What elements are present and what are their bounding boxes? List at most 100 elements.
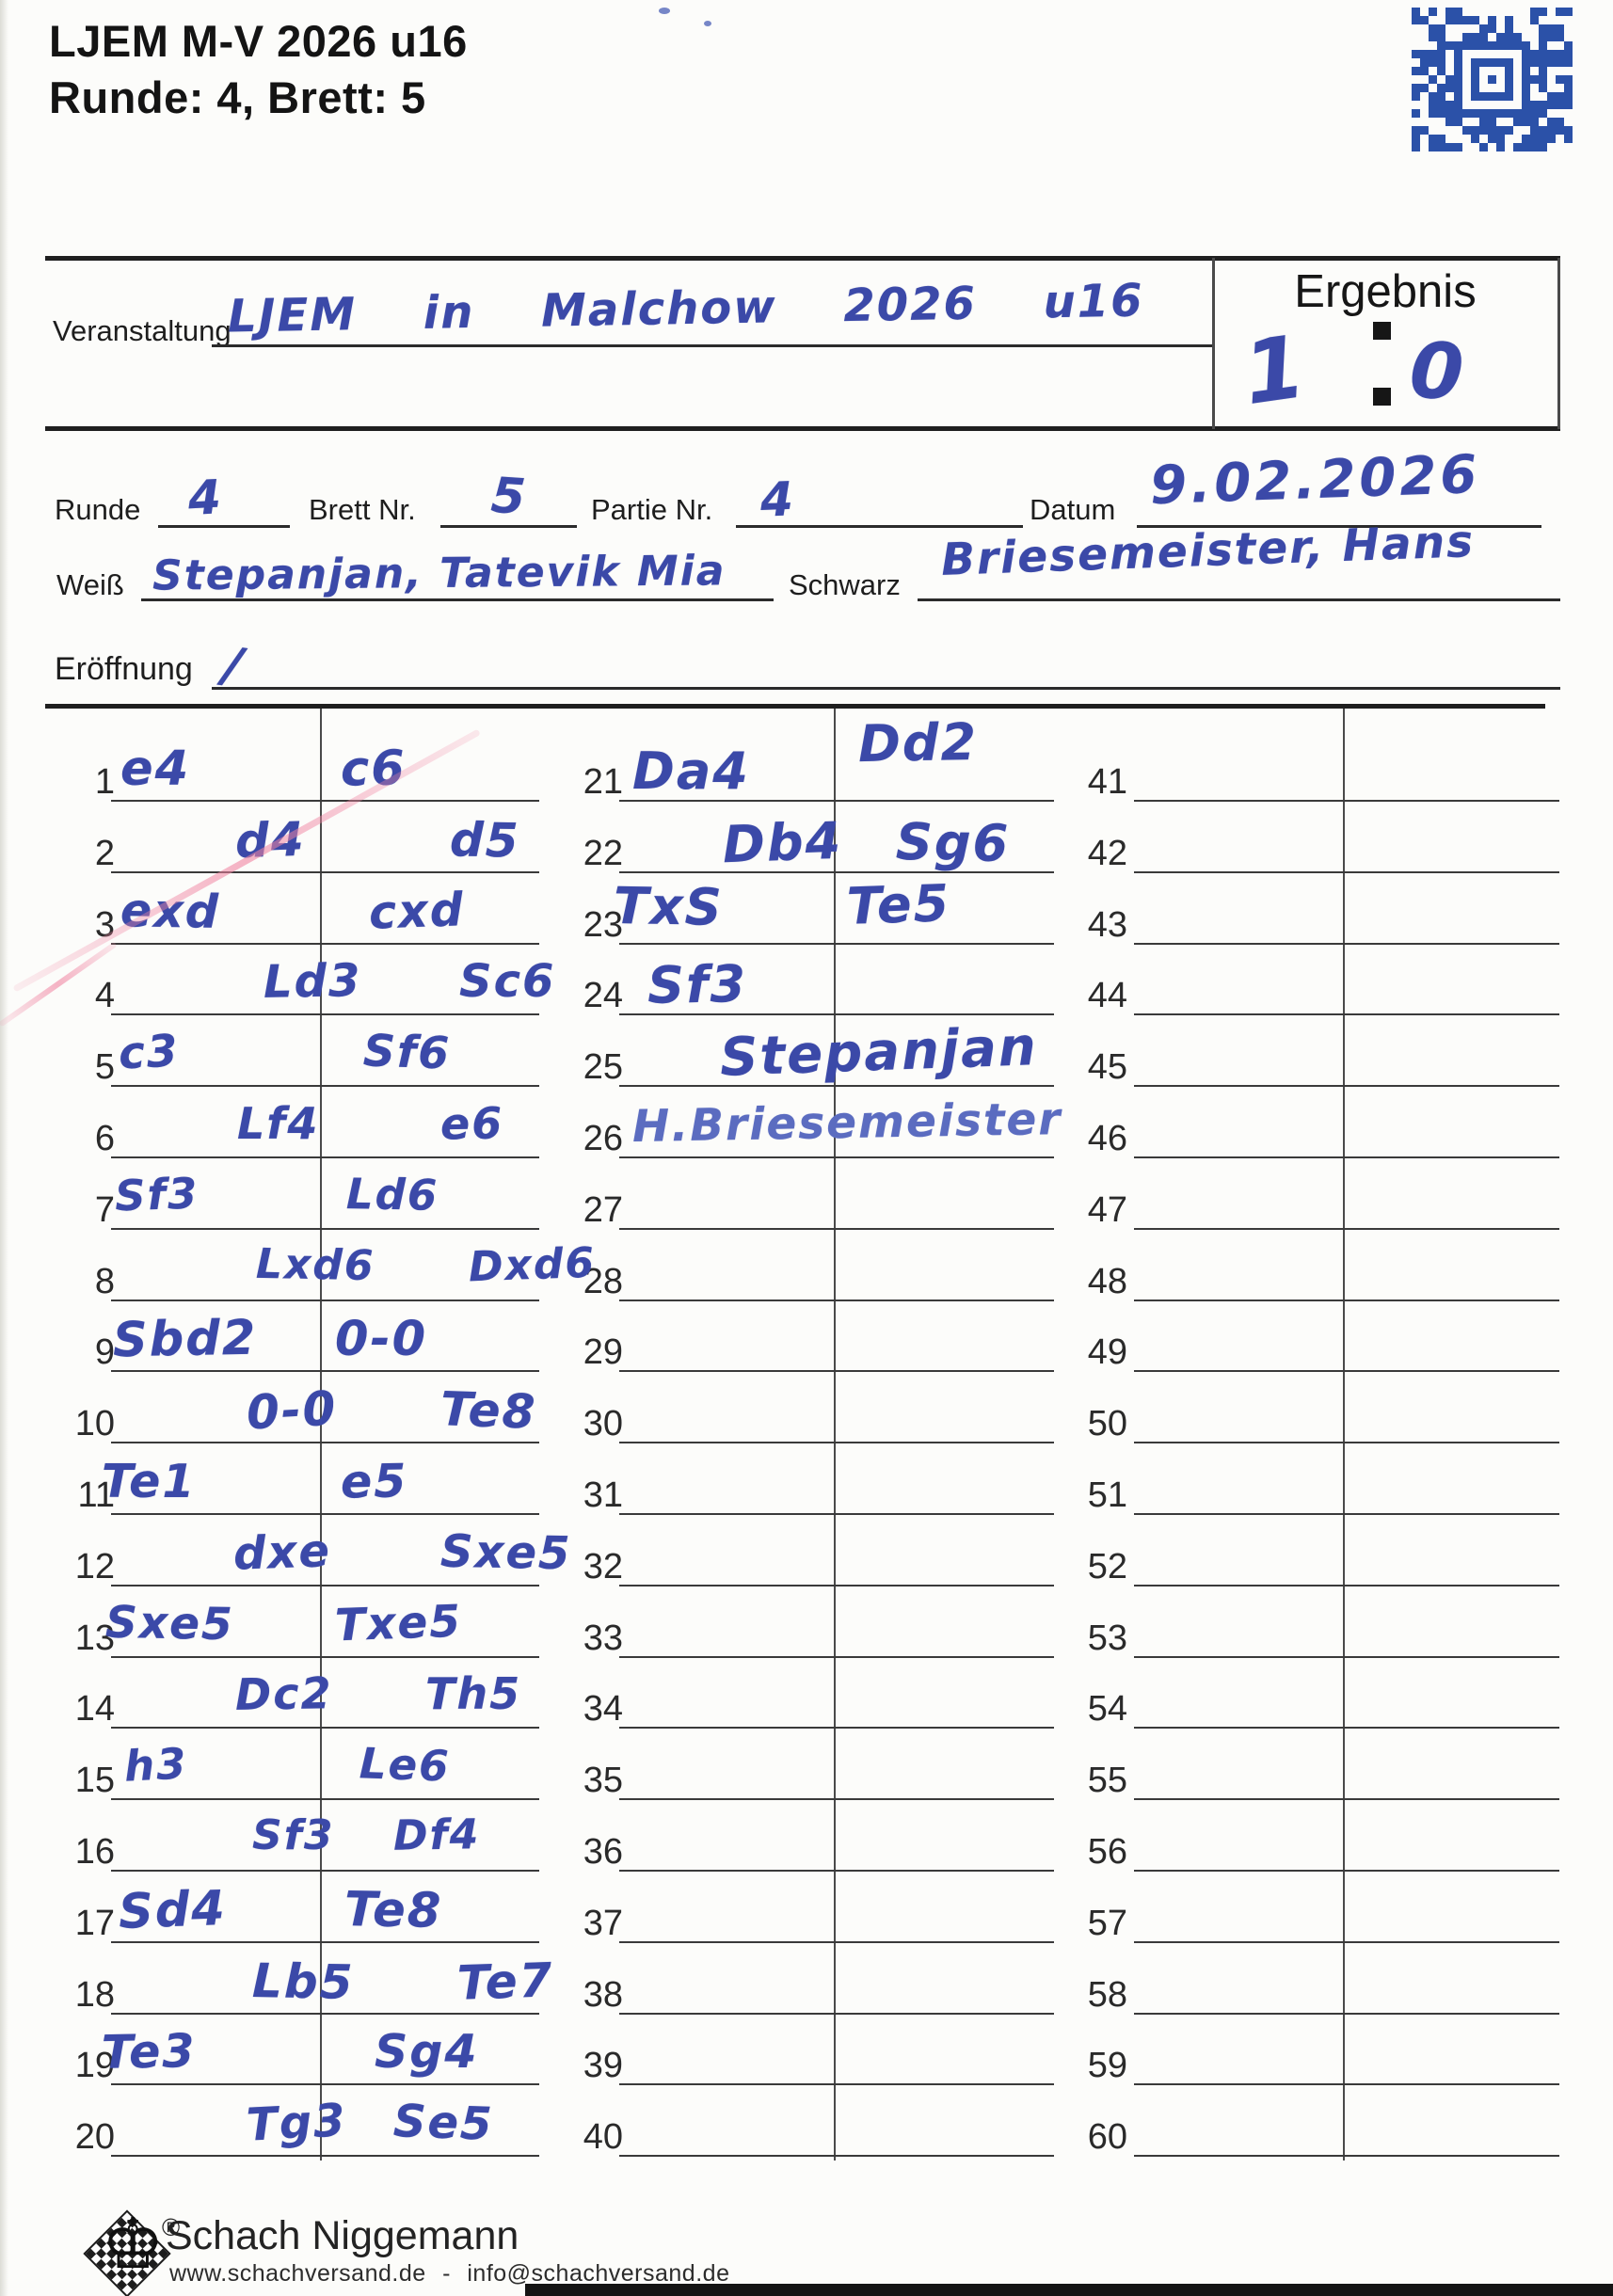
move-black: 0-0 — [335, 1312, 428, 1367]
move-black: e6 — [439, 1097, 504, 1150]
move-row-line — [111, 1228, 539, 1230]
move-white: Da4 — [632, 741, 750, 801]
scan-edge-left — [0, 0, 8, 2296]
move-number: 59 — [1087, 2046, 1127, 2085]
board-label: Brett Nr. — [309, 493, 416, 526]
move-number: 47 — [1087, 1190, 1127, 1230]
move-white: Sf3 — [114, 1168, 200, 1221]
move-row-line — [111, 1727, 539, 1729]
move-number: 41 — [1087, 762, 1127, 802]
move-row-line — [1134, 1870, 1559, 1872]
move-row-line — [111, 871, 539, 873]
move-white: Sd4 — [118, 1881, 228, 1940]
move-number: 16 — [74, 1832, 115, 1872]
move-black: Te8 — [343, 1882, 443, 1939]
move-number: 27 — [583, 1190, 623, 1230]
move-number: 46 — [1087, 1119, 1127, 1158]
move-white: Te3 — [101, 2024, 197, 2080]
move-number: 28 — [583, 1262, 623, 1301]
opening-underline — [212, 687, 1560, 690]
round-label: Runde — [55, 493, 141, 526]
move-row-line — [1134, 1442, 1559, 1443]
move-number: 23 — [583, 905, 623, 945]
move-black: Txe5 — [334, 1595, 463, 1652]
move-white: exd — [120, 884, 221, 939]
move-number: 49 — [1087, 1332, 1127, 1372]
move-white: c3 — [117, 1025, 181, 1080]
move-row-line — [111, 1370, 539, 1372]
event-underline — [212, 344, 1212, 347]
move-row-line — [619, 871, 1054, 873]
publisher-email: info@schachversand.de — [467, 2260, 730, 2287]
move-number: 18 — [74, 1975, 115, 2015]
move-row-line — [619, 1442, 1054, 1443]
publisher-separator: - — [442, 2260, 451, 2287]
white-player-label: Weiß — [56, 568, 124, 601]
move-row-line — [111, 1156, 539, 1158]
move-black: d5 — [449, 812, 521, 869]
move-black: Te8 — [439, 1381, 538, 1440]
move-white: Lf4 — [237, 1098, 320, 1149]
move-black: Sg6 — [895, 811, 1011, 874]
title-event: LJEM M-V 2026 u16 — [49, 16, 468, 66]
black-player-label: Schwarz — [789, 568, 901, 601]
move-number: 25 — [583, 1047, 623, 1087]
game-value: 4 — [759, 471, 796, 528]
move-row-line — [619, 1585, 1054, 1586]
move-number: 2 — [94, 834, 115, 873]
move-row-line — [111, 1513, 539, 1515]
move-row-line — [619, 1941, 1054, 1943]
move-black: Te7 — [456, 1953, 555, 2011]
move-row-line — [619, 943, 1054, 945]
date-value: 9.02.2026 — [1148, 443, 1482, 518]
move-number: 1 — [94, 762, 115, 802]
move-number: 56 — [1087, 1832, 1127, 1872]
divider-rule — [45, 256, 1560, 261]
white-signature: Stepanjan — [718, 1016, 1039, 1089]
move-number: 17 — [74, 1904, 115, 1943]
move-black: Te5 — [845, 873, 952, 936]
move-number: 31 — [583, 1475, 623, 1515]
move-number: 39 — [583, 2046, 623, 2085]
move-number: 24 — [583, 976, 623, 1015]
move-row-line — [1134, 2013, 1559, 2015]
chess-king-icon: ♔ — [102, 2204, 165, 2285]
move-number: 37 — [583, 1904, 623, 1943]
move-row-line — [619, 1370, 1054, 1372]
move-row-line — [111, 1085, 539, 1087]
move-row-line — [619, 2013, 1054, 2015]
black-player-underline — [918, 598, 1560, 601]
move-row-line — [1134, 1941, 1559, 1943]
move-row-line — [1134, 1798, 1559, 1800]
move-number: 60 — [1087, 2117, 1127, 2157]
move-row-line — [619, 1013, 1054, 1015]
move-row-line — [111, 2083, 539, 2085]
move-row-line — [1134, 1228, 1559, 1230]
move-number: 22 — [583, 834, 623, 873]
move-number: 8 — [94, 1262, 115, 1301]
move-number: 33 — [583, 1618, 623, 1658]
aztec-code-icon — [1412, 8, 1573, 151]
result-box-left-border — [1212, 258, 1215, 429]
ink-speck — [704, 21, 711, 26]
move-number: 19 — [74, 2046, 115, 2085]
event-label: Veranstaltung — [53, 314, 232, 347]
move-row-line — [111, 1870, 539, 1872]
move-row-line — [111, 1656, 539, 1658]
move-row-line — [1134, 1513, 1559, 1515]
move-black: Se5 — [392, 2095, 495, 2151]
move-row-line — [111, 1585, 539, 1586]
move-number: 55 — [1087, 1761, 1127, 1800]
move-number: 13 — [74, 1618, 115, 1658]
event-value: LJEM in Malchow 2026 u16 — [227, 274, 1145, 343]
move-number: 4 — [94, 976, 115, 1015]
move-row-line — [1134, 2155, 1559, 2157]
publisher-name: Schach Niggemann — [166, 2213, 519, 2258]
move-black: Ld6 — [345, 1169, 439, 1220]
move-row-line — [619, 1228, 1054, 1230]
move-black: Dd2 — [857, 711, 979, 774]
black-signature: H.Briesemeister — [631, 1093, 1062, 1153]
move-black: Sg4 — [375, 2025, 479, 2079]
move-row-line — [619, 800, 1054, 802]
